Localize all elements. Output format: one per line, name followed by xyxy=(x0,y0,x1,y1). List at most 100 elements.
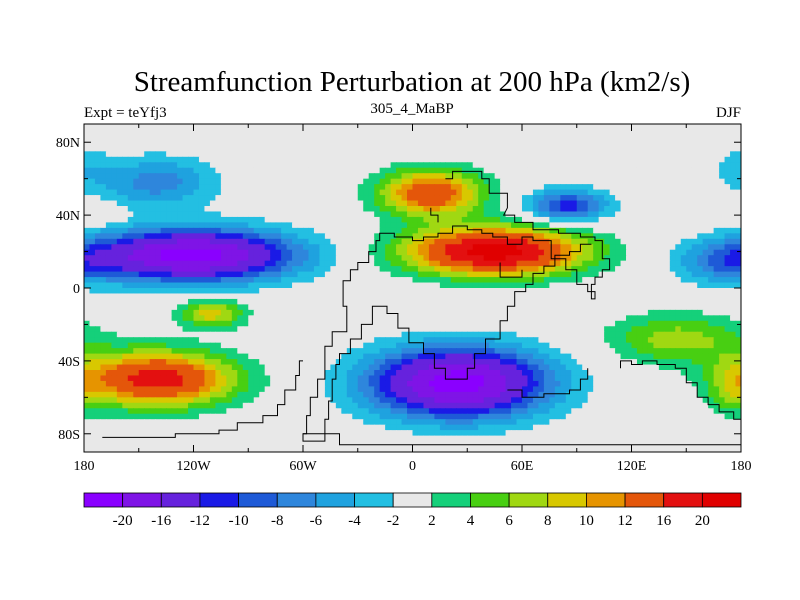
field-cell xyxy=(330,206,336,212)
field-cell xyxy=(599,304,605,310)
field-cell xyxy=(593,206,599,212)
field-cell xyxy=(100,135,106,141)
field-cell xyxy=(106,129,112,135)
field-cell xyxy=(396,244,402,250)
field-cell xyxy=(697,332,703,338)
field-cell xyxy=(478,201,484,207)
field-cell xyxy=(686,315,692,321)
field-cell xyxy=(287,272,293,278)
field-cell xyxy=(637,277,643,283)
field-cell xyxy=(122,201,128,207)
field-cell xyxy=(243,244,249,250)
field-cell xyxy=(413,211,419,217)
field-cell xyxy=(642,255,648,261)
field-cell xyxy=(632,299,638,305)
field-cell xyxy=(347,244,353,250)
field-cell xyxy=(407,304,413,310)
field-cell xyxy=(369,244,375,250)
field-cell xyxy=(396,326,402,332)
field-cell xyxy=(440,140,446,146)
field-cell xyxy=(226,272,232,278)
field-cell xyxy=(95,337,101,343)
field-cell xyxy=(588,195,594,201)
field-cell xyxy=(385,299,391,305)
field-cell xyxy=(210,162,216,168)
field-cell xyxy=(664,162,670,168)
field-cell xyxy=(626,299,632,305)
field-cell xyxy=(385,244,391,250)
field-cell xyxy=(593,337,599,343)
field-cell xyxy=(248,190,254,196)
field-cell xyxy=(150,124,156,130)
field-cell xyxy=(325,277,331,283)
field-cell xyxy=(632,179,638,185)
field-cell xyxy=(506,326,512,332)
field-cell xyxy=(697,272,703,278)
field-cell xyxy=(637,217,643,223)
field-cell xyxy=(599,293,605,299)
field-cell xyxy=(500,146,506,152)
field-cell xyxy=(703,173,709,179)
field-cell xyxy=(434,173,440,179)
field-cell xyxy=(429,140,435,146)
field-cell xyxy=(259,129,265,135)
field-cell xyxy=(544,299,550,305)
field-cell xyxy=(413,222,419,228)
field-cell xyxy=(407,206,413,212)
field-cell xyxy=(391,162,397,168)
field-cell xyxy=(336,272,342,278)
field-cell xyxy=(533,184,539,190)
field-cell xyxy=(484,288,490,294)
field-cell xyxy=(221,337,227,343)
field-cell xyxy=(248,179,254,185)
field-cell xyxy=(495,211,501,217)
field-cell xyxy=(303,228,309,234)
field-cell xyxy=(204,168,210,174)
field-cell xyxy=(314,348,320,354)
field-cell xyxy=(287,293,293,299)
field-cell xyxy=(517,244,523,250)
field-cell xyxy=(506,321,512,327)
field-cell xyxy=(265,201,271,207)
field-cell xyxy=(527,266,533,272)
field-cell xyxy=(434,266,440,272)
field-cell xyxy=(522,244,528,250)
field-cell xyxy=(336,288,342,294)
field-cell xyxy=(610,201,616,207)
field-cell xyxy=(308,272,314,278)
field-cell xyxy=(708,310,714,316)
field-cell xyxy=(610,332,616,338)
field-cell xyxy=(686,201,692,207)
field-cell xyxy=(407,135,413,141)
field-cell xyxy=(549,293,555,299)
field-cell xyxy=(527,332,533,338)
field-cell xyxy=(204,239,210,245)
field-cell xyxy=(659,239,665,245)
field-cell xyxy=(473,222,479,228)
field-cell xyxy=(708,146,714,152)
field-cell xyxy=(533,250,539,256)
field-cell xyxy=(248,310,254,316)
field-cell xyxy=(423,206,429,212)
field-cell xyxy=(681,228,687,234)
field-cell xyxy=(95,157,101,163)
field-cell xyxy=(226,129,232,135)
field-cell xyxy=(352,201,358,207)
field-cell xyxy=(358,151,364,157)
field-cell xyxy=(232,239,238,245)
field-cell xyxy=(232,277,238,283)
field-cell xyxy=(456,315,462,321)
field-cell xyxy=(172,310,178,316)
field-cell xyxy=(177,135,183,141)
field-cell xyxy=(254,239,260,245)
field-cell xyxy=(495,233,501,239)
field-cell xyxy=(150,326,156,332)
field-cell xyxy=(604,337,610,343)
field-cell xyxy=(341,228,347,234)
field-cell xyxy=(221,146,227,152)
field-cell xyxy=(308,211,314,217)
field-cell xyxy=(582,277,588,283)
field-cell xyxy=(402,124,408,130)
field-cell xyxy=(139,343,145,349)
field-cell xyxy=(352,288,358,294)
